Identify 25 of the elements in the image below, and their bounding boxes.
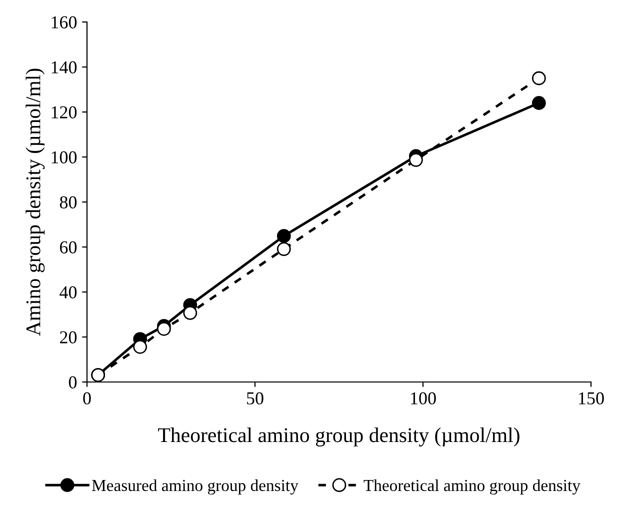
x-axis-title: Theoretical amino group density (µmol/ml) [158, 428, 520, 446]
y-tick-label: 140 [52, 61, 77, 74]
point [409, 152, 423, 167]
point [532, 96, 546, 110]
y-tick-label: 80 [60, 196, 77, 208]
y-tick-label: 160 [52, 16, 77, 28]
x-tick-label: 100 [411, 392, 436, 404]
legend-label: Measured amino group density [92, 479, 298, 495]
legend-label: Theoretical amino group density [364, 479, 580, 495]
x-tick-label: 150 [579, 392, 604, 404]
point [532, 71, 546, 86]
y-tick-label: 40 [60, 286, 77, 298]
x-tick-label: 50 [247, 392, 264, 404]
x-tick-label: 0 [83, 392, 91, 404]
y-tick-label: 60 [60, 241, 77, 254]
y-tick-label: 0 [68, 376, 77, 388]
point [183, 306, 198, 320]
y-axis-title: Amino group density (µmol/ml) [26, 68, 45, 336]
y-tick-label: 20 [60, 331, 77, 344]
point [276, 242, 291, 256]
point [133, 340, 148, 354]
y-tick-label: 120 [52, 106, 77, 118]
y-tick-label: 100 [52, 151, 77, 164]
point [276, 229, 291, 243]
point [157, 322, 171, 336]
